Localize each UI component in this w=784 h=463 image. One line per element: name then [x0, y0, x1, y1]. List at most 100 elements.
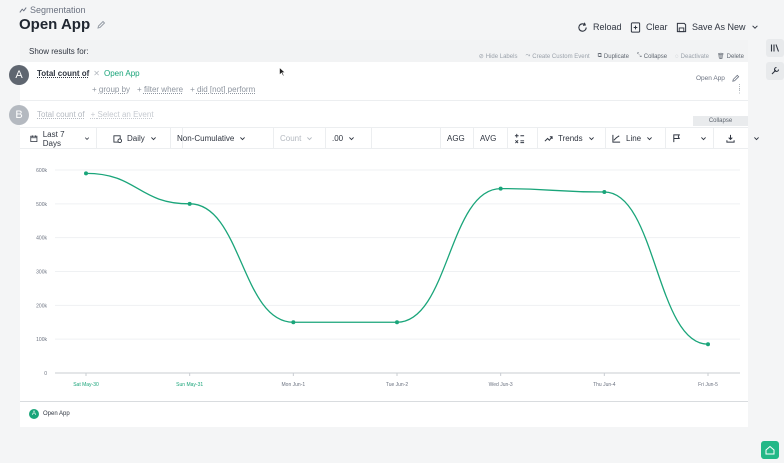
event-a-badge: A	[9, 65, 29, 85]
line-chart-icon	[612, 134, 621, 143]
did-not-perform-label: did [not] perform	[196, 85, 256, 94]
x-tick-label: Sun May-31	[176, 382, 203, 388]
segmentation-icon	[19, 7, 27, 13]
data-point	[602, 189, 607, 194]
edit-title-icon[interactable]	[96, 20, 106, 30]
y-tick-label: 400k	[36, 236, 47, 242]
cumulative-select[interactable]: Non-Cumulative	[170, 128, 274, 149]
legend-label[interactable]: Open App	[43, 411, 70, 417]
save-icon	[676, 22, 687, 32]
event-a-name[interactable]: Open App	[104, 69, 140, 78]
data-point	[498, 186, 503, 191]
date-range-label: Last 7 Days	[42, 129, 65, 148]
drag-handle-icon[interactable]: ⋮ ⋮	[736, 84, 743, 95]
reload-label: Reload	[593, 22, 622, 32]
mouse-cursor-icon	[279, 67, 286, 77]
group-by-label: group by	[98, 85, 131, 94]
chart-type-label: Line	[626, 134, 642, 143]
event-toolbar: ⊘ Hide Labels ⤳ Create Custom Event ⧉ Du…	[20, 40, 748, 62]
show-results-label: Show results for:	[29, 46, 89, 56]
delete-label: Delete	[726, 53, 744, 60]
date-range-select[interactable]: Last 7 Days	[24, 128, 97, 149]
show-results-bar: Show results for:	[20, 40, 748, 62]
select-event-input[interactable]: + Select an Event	[90, 110, 154, 119]
deactivate-button[interactable]: ◌ Deactivate	[675, 53, 710, 60]
create-custom-event-button[interactable]: ⤳ Create Custom Event	[525, 53, 590, 60]
reload-icon	[578, 22, 587, 32]
event-a-right-label: Open App	[696, 74, 740, 83]
delete-button[interactable]: 🗑 Delete	[717, 53, 744, 61]
x-tick-label: Fri Jun-5	[698, 382, 718, 388]
hide-labels-label: Hide Labels	[485, 53, 518, 60]
export-select[interactable]	[720, 128, 766, 149]
chevron-down-icon	[307, 137, 313, 141]
chevron-down-icon	[349, 137, 355, 141]
help-home-button[interactable]	[761, 441, 779, 459]
data-point	[706, 342, 710, 347]
annotations-select[interactable]	[666, 128, 714, 149]
filter-where-link[interactable]: + filter where	[137, 85, 184, 94]
chart-legend: A Open App	[20, 401, 748, 426]
formula-button[interactable]	[508, 128, 538, 149]
y-tick-label: 200k	[36, 303, 47, 309]
clear-icon	[630, 21, 641, 33]
legend-badge: A	[29, 409, 39, 419]
duplicate-button[interactable]: ⧉ Duplicate	[597, 53, 629, 60]
tools-side-button[interactable]	[766, 62, 784, 80]
event-b-badge: B	[9, 105, 29, 125]
hide-labels-button[interactable]: ⊘ Hide Labels	[478, 53, 518, 61]
chevron-down-icon	[701, 137, 706, 141]
data-point	[187, 201, 192, 206]
x-tick-label: Sat May-30	[73, 382, 99, 388]
line-chart: 0 100k 200k 300k 400k 500k 600k Sat May-30 Sun M…	[36, 168, 740, 388]
controls-bar: Last 7 Days Daily Non-Cumulative Count .…	[20, 127, 759, 149]
did-not-perform-link[interactable]: + did [not] perform	[190, 85, 256, 94]
x-tick-label: Thu Jun-4	[593, 382, 616, 388]
cumulative-label: Non-Cumulative	[177, 134, 235, 143]
event-a-line: Total count of ✕ Open App	[37, 69, 140, 78]
chevron-down-icon	[588, 137, 594, 141]
edit-alias-icon[interactable]	[731, 74, 740, 83]
clear-button[interactable]: Clear	[630, 20, 668, 34]
y-tick-label: 100k	[36, 337, 47, 343]
trends-label: Trends	[558, 134, 583, 143]
event-a-total-label[interactable]: Total count of	[37, 69, 90, 78]
series-line	[85, 172, 709, 345]
reload-button[interactable]: Reload	[577, 20, 622, 34]
count-select[interactable]: Count	[274, 128, 326, 149]
breadcrumb-label: Segmentation	[30, 5, 86, 15]
collapse-tag[interactable]: Collapse	[693, 116, 748, 126]
x-tick-label: Tue Jun-2	[386, 382, 409, 388]
chart-type-select[interactable]: Line	[606, 128, 666, 149]
select-event-placeholder: Select an Event	[97, 110, 154, 119]
save-label: Save As New	[692, 22, 746, 32]
agg-label: AGG	[447, 134, 465, 143]
y-tick-label: 600k	[36, 168, 47, 174]
interval-select[interactable]: Daily	[107, 128, 183, 149]
remove-event-icon[interactable]: ✕	[93, 69, 100, 78]
x-tick-label: Mon Jun-1	[282, 382, 306, 388]
agg-button[interactable]: AGG	[440, 128, 474, 149]
page-title: Open App	[19, 16, 106, 33]
library-side-button[interactable]	[766, 39, 784, 57]
collapse-button[interactable]: ⤡ Collapse	[636, 53, 668, 60]
chevron-down-icon	[84, 137, 90, 140]
trends-select[interactable]: Trends	[538, 128, 606, 149]
trend-icon	[544, 136, 553, 142]
save-as-new-button[interactable]: Save As New	[676, 20, 759, 34]
page-title-text: Open App	[19, 16, 91, 33]
event-a-modifiers: + group by + filter where + did [not] pe…	[92, 85, 255, 94]
collapse-label: Collapse	[643, 53, 668, 60]
breadcrumb[interactable]: Segmentation	[19, 5, 86, 15]
home-icon	[765, 445, 775, 455]
avg-button[interactable]: AVG	[474, 128, 508, 149]
y-tick-label: 300k	[36, 270, 47, 276]
event-a-alias: Open App	[696, 75, 725, 82]
chevron-down-icon	[240, 137, 246, 141]
decimals-select[interactable]: .00	[326, 128, 372, 149]
x-tick-label: Wed Jun-3	[489, 382, 513, 388]
avg-label: AVG	[480, 134, 497, 143]
event-b-total-label[interactable]: Total count of	[37, 110, 85, 119]
group-by-link[interactable]: + group by	[92, 85, 131, 94]
clear-label: Clear	[646, 22, 668, 32]
